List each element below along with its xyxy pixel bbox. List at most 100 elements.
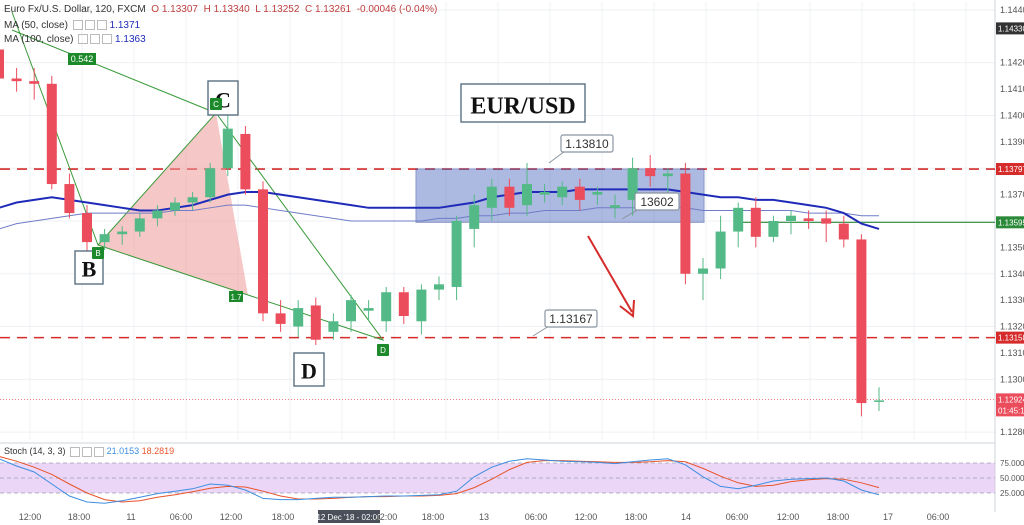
close-icon[interactable] bbox=[102, 34, 113, 45]
callout-high: 1.13810 bbox=[565, 137, 609, 151]
price-badge-label: 1.12924 bbox=[998, 395, 1024, 404]
small-d-tag-bg bbox=[377, 344, 389, 356]
stoch-tick-label: 25.0000 bbox=[1000, 489, 1024, 498]
visibility-icon[interactable] bbox=[70, 446, 81, 457]
time-tick-label: 06:00 bbox=[927, 512, 950, 522]
candle-body bbox=[557, 186, 568, 198]
chart-title: EUR/USD bbox=[470, 94, 575, 120]
price-tick-label: 1.13900 bbox=[1000, 137, 1024, 147]
ma100-legend[interactable]: MA (100, close) 1.1363 bbox=[4, 34, 146, 45]
ma50-value: 1.1371 bbox=[109, 20, 141, 31]
price-tick-label: 1.13100 bbox=[1000, 348, 1024, 358]
small-c-tag-bg bbox=[210, 98, 222, 110]
settings-icon[interactable] bbox=[90, 34, 101, 45]
time-tick-label: 06:00 bbox=[726, 512, 749, 522]
down-arrow-head bbox=[619, 299, 635, 318]
candle-body bbox=[662, 173, 673, 177]
candle-body bbox=[469, 205, 480, 229]
small-c-tag: C bbox=[213, 100, 219, 109]
price-badge bbox=[996, 404, 1024, 417]
time-tick-label: 12:00 bbox=[19, 512, 42, 522]
price-tick-label: 1.13400 bbox=[1000, 269, 1024, 279]
price-badge bbox=[996, 216, 1024, 229]
point-b-label: B bbox=[82, 257, 97, 282]
settings-icon[interactable] bbox=[84, 20, 95, 31]
price-tick-label: 1.13200 bbox=[1000, 322, 1024, 332]
settings-icon[interactable] bbox=[82, 446, 93, 457]
ratio-bg bbox=[68, 53, 96, 65]
price-tick-label: 1.14400 bbox=[1000, 5, 1024, 15]
candle-body bbox=[258, 189, 268, 314]
candle-body bbox=[698, 268, 708, 274]
candle-body bbox=[363, 308, 374, 311]
candle-body bbox=[645, 168, 656, 177]
open-value: O 1.13307 bbox=[151, 4, 198, 15]
low-value: L 1.13252 bbox=[255, 4, 300, 15]
ma50-legend[interactable]: MA (50, close) 1.1371 bbox=[4, 20, 140, 31]
time-tick-label: 18:00 bbox=[625, 512, 648, 522]
change-value: -0.00046 (-0.04%) bbox=[356, 4, 438, 15]
candle-body bbox=[627, 168, 638, 200]
candle-body bbox=[152, 210, 163, 219]
small-b-tag: B bbox=[95, 249, 100, 258]
price-tick-label: 1.13300 bbox=[1000, 295, 1024, 305]
time-tick-label: 18:00 bbox=[68, 512, 91, 522]
stoch-panel bbox=[0, 462, 995, 494]
ratio-label-2: 1.7 bbox=[230, 293, 242, 302]
candle-body bbox=[680, 173, 691, 274]
time-tick-label: 12:00 bbox=[777, 512, 800, 522]
callout-low: 1.13167 bbox=[549, 312, 593, 326]
candle-body bbox=[275, 313, 286, 324]
stoch-legend[interactable]: Stoch (14, 3, 3) 21.0153 18.2819 bbox=[4, 446, 174, 457]
candle-body bbox=[82, 213, 92, 243]
candle-body bbox=[592, 191, 603, 195]
candle-body bbox=[310, 305, 321, 340]
visibility-icon[interactable] bbox=[78, 34, 89, 45]
high-value: H 1.13340 bbox=[203, 4, 250, 15]
time-tick-label: 17 bbox=[883, 512, 893, 522]
candle-body bbox=[768, 221, 779, 237]
price-badge bbox=[996, 331, 1024, 344]
candle-body bbox=[504, 186, 515, 208]
candle-body bbox=[328, 321, 339, 332]
stoch-tick-label: 75.0000 bbox=[1000, 459, 1024, 468]
time-tick-label: 18:00 bbox=[422, 512, 445, 522]
callout-high-leader bbox=[548, 150, 566, 164]
candle-body bbox=[486, 186, 497, 208]
candle-body bbox=[539, 191, 550, 195]
candle-body bbox=[610, 205, 620, 208]
candle-body bbox=[838, 223, 849, 240]
time-tick-label: 12:00 bbox=[375, 512, 398, 522]
stoch-d-value: 18.2819 bbox=[141, 446, 175, 456]
candle-body bbox=[574, 186, 585, 200]
time-tick-label: 18:00 bbox=[272, 512, 295, 522]
candle-body bbox=[170, 202, 180, 211]
price-tick-label: 1.13500 bbox=[1000, 242, 1024, 252]
candle-body bbox=[750, 207, 761, 237]
visibility-icon[interactable] bbox=[72, 20, 83, 31]
time-axis: 12:00 18:00 11 06:00 12:00 18:00 12 Dec '18 - … bbox=[19, 510, 950, 523]
point-d-label: D bbox=[301, 359, 317, 384]
close-icon[interactable] bbox=[96, 20, 107, 31]
candle-body bbox=[64, 184, 75, 214]
candle-body bbox=[381, 292, 392, 322]
price-tick-label: 1.12800 bbox=[1000, 427, 1024, 437]
down-arrow-shaft bbox=[587, 235, 633, 313]
candle-body bbox=[398, 292, 409, 316]
candle-body bbox=[416, 289, 427, 322]
candle-body bbox=[434, 284, 444, 290]
close-icon[interactable] bbox=[94, 446, 105, 457]
price-tick-label: 1.14200 bbox=[1000, 58, 1024, 68]
candle-body bbox=[856, 239, 867, 404]
ma50-label: MA (50, close) bbox=[4, 20, 68, 31]
small-b-tag-bg bbox=[92, 247, 104, 259]
price-badge bbox=[996, 22, 1024, 35]
candle-body bbox=[222, 128, 233, 169]
stoch-k-line bbox=[0, 458, 880, 504]
stoch-k-value: 21.0153 bbox=[106, 446, 140, 456]
candle-body bbox=[0, 49, 4, 79]
ma50-line bbox=[0, 188, 880, 230]
time-tick-label: 18:00 bbox=[827, 512, 850, 522]
